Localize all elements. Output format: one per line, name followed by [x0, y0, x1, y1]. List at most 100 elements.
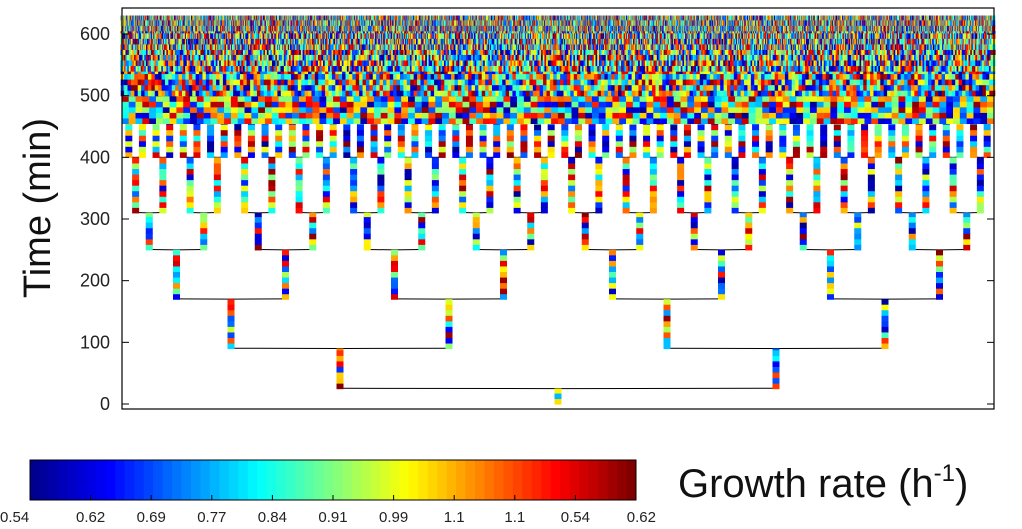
- cell-segment: [162, 117, 170, 125]
- cell-segment: [125, 135, 133, 142]
- cell-segment: [152, 146, 160, 153]
- cell-segment: [125, 129, 133, 136]
- cell-segment: [169, 112, 177, 119]
- cell-segment: [159, 179, 167, 186]
- cell-segment: [336, 371, 344, 379]
- cell-segment: [128, 117, 136, 125]
- cell-segment: [227, 304, 235, 311]
- cell-segment: [145, 227, 153, 234]
- cell-segment: [145, 212, 153, 218]
- cell-segment: [135, 117, 143, 125]
- cell-segment: [336, 348, 344, 351]
- cell-segment: [162, 101, 170, 108]
- cell-segment: [173, 282, 180, 289]
- cell-segment: [159, 168, 167, 175]
- cell-segment: [128, 106, 136, 113]
- cell-segment: [227, 342, 235, 350]
- cell-segment: [169, 101, 177, 108]
- cell-segment: [169, 95, 177, 102]
- cell-segment: [155, 117, 163, 125]
- cell-segment: [138, 140, 146, 147]
- cell-segment: [336, 349, 344, 356]
- cell-segment: [132, 185, 140, 192]
- cell-segment: [128, 112, 136, 119]
- cell-segment: [152, 135, 160, 142]
- cell-segment: [132, 162, 140, 170]
- cell-segment: [173, 254, 180, 261]
- cell-segment: [149, 106, 157, 113]
- cell-segment: [149, 101, 157, 108]
- cell-segment: [132, 157, 140, 164]
- cell-segment: [162, 106, 170, 113]
- cell-segment: [132, 190, 140, 197]
- cell-segment: [155, 101, 163, 108]
- cell-segment: [166, 140, 174, 147]
- cell-segment: [145, 244, 153, 251]
- cell-segment: [159, 190, 167, 197]
- cell-segment: [173, 265, 180, 273]
- cell-segment: [336, 355, 344, 362]
- cell-segment: [138, 151, 146, 158]
- cell-segment: [142, 95, 150, 102]
- cell-segment: [336, 377, 344, 384]
- cell-segment: [162, 95, 170, 102]
- cell-segment: [152, 124, 160, 131]
- cell-segment: [138, 135, 146, 142]
- cell-segment: [166, 124, 174, 131]
- cell-segment: [336, 360, 344, 367]
- cell-segment: [159, 173, 167, 181]
- cell-segment: [166, 151, 174, 158]
- cell-segment: [152, 151, 160, 158]
- cell-segment: [149, 112, 157, 119]
- cell-segment: [159, 201, 167, 208]
- cell-segment: [135, 112, 143, 119]
- cell-segment: [142, 112, 150, 119]
- cell-segment: [149, 117, 157, 125]
- cell-segment: [145, 216, 153, 223]
- cell-segment: [159, 162, 167, 170]
- cell-segment: [227, 315, 235, 322]
- cell-segment: [227, 309, 235, 316]
- cell-segment: [227, 299, 235, 305]
- cell-segment: [336, 366, 344, 373]
- cell-segment: [121, 106, 129, 113]
- cell-segment: [173, 288, 180, 295]
- cell-segment: [162, 112, 170, 119]
- cell-segment: [142, 106, 150, 113]
- cell-segment: [227, 320, 235, 327]
- cell-segment: [125, 124, 133, 131]
- cell-segment: [121, 117, 129, 125]
- cell-segment: [138, 146, 146, 153]
- cell-segment: [554, 398, 562, 405]
- cell-segment: [227, 326, 235, 333]
- cell-segment: [554, 388, 562, 394]
- cell-segment: [142, 117, 150, 125]
- cell-segment: [169, 117, 177, 125]
- cell-segment: [132, 168, 140, 175]
- cell-segment: [138, 129, 146, 136]
- cell-segment: [138, 124, 146, 131]
- cell-segment: [166, 135, 174, 142]
- cell-segment: [152, 129, 160, 136]
- cell-segment: [128, 95, 136, 102]
- cell-segment: [125, 140, 133, 147]
- cell-segment: [227, 337, 235, 344]
- cell-segment: [135, 101, 143, 108]
- cell-segment: [169, 106, 177, 113]
- cell-segment: [145, 222, 153, 229]
- cell-segment: [132, 201, 140, 208]
- cell-segment: [155, 95, 163, 102]
- cell-segment: [135, 106, 143, 113]
- cell-segment: [554, 392, 562, 400]
- cell-segment: [173, 249, 180, 256]
- cell-segment: [166, 129, 174, 136]
- cell-segment: [128, 101, 136, 108]
- cell-segment: [173, 293, 180, 300]
- cell-segment: [155, 112, 163, 119]
- cell-segment: [132, 173, 140, 181]
- cell-segment: [145, 233, 153, 240]
- cell-segment: [152, 140, 160, 147]
- cell-segment: [125, 146, 133, 153]
- cell-segment: [121, 101, 129, 108]
